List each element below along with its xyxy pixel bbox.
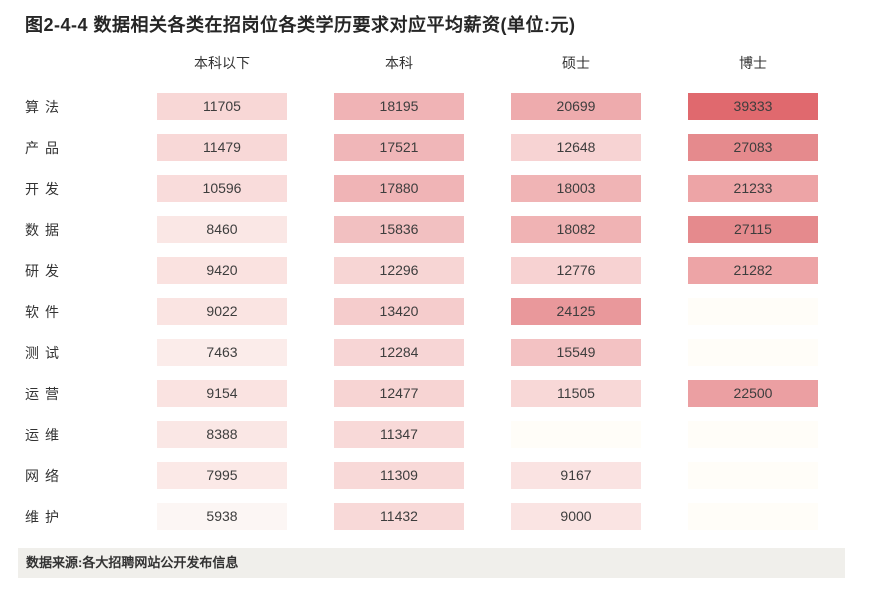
heatmap-cell: 12648 [511,134,641,161]
heatmap-cell: 13420 [334,298,464,325]
heatmap-cell: 11505 [511,380,641,407]
heatmap-cell: 21282 [688,257,818,284]
column-header: 本科以下 [194,55,250,71]
row-label: 产品 [25,139,65,156]
heatmap-cell: 20699 [511,93,641,120]
heatmap-cell: 12296 [334,257,464,284]
heatmap-cell: 12776 [511,257,641,284]
heatmap-cell: 10596 [157,175,287,202]
heatmap-cell: 11347 [334,421,464,448]
heatmap-cell: 12284 [334,339,464,366]
heatmap-row: 维护 5938 11432 9000 [18,496,865,537]
heatmap-cell: 11432 [334,503,464,530]
row-label: 软件 [25,303,65,320]
row-label: 测试 [25,344,65,361]
column-header: 硕士 [562,55,590,71]
salary-heatmap: 本科以下 本科 硕士 博士 算法 11705 18195 20699 39333 产品 11479… [18,50,865,537]
heatmap-cell [688,503,818,530]
heatmap-rows: 算法 11705 18195 20699 39333 产品 11479 17521 12648 2… [18,86,865,537]
heatmap-cell: 11479 [157,134,287,161]
heatmap-cell: 9154 [157,380,287,407]
heatmap-cell: 11309 [334,462,464,489]
row-label: 开发 [25,180,65,197]
heatmap-cell: 9022 [157,298,287,325]
heatmap-cell: 9420 [157,257,287,284]
heatmap-row: 研发 9420 12296 12776 21282 [18,250,865,291]
row-label: 数据 [25,221,65,238]
heatmap-cell: 21233 [688,175,818,202]
row-label: 运维 [25,426,65,443]
heatmap-row: 产品 11479 17521 12648 27083 [18,127,865,168]
column-header: 博士 [739,55,767,71]
heatmap-cell: 5938 [157,503,287,530]
heatmap-cell: 15836 [334,216,464,243]
heatmap-row: 软件 9022 13420 24125 [18,291,865,332]
heatmap-cell: 7463 [157,339,287,366]
heatmap-cell [688,421,818,448]
heatmap-cell [688,462,818,489]
heatmap-cell: 9000 [511,503,641,530]
heatmap-cell: 24125 [511,298,641,325]
heatmap-cell: 39333 [688,93,818,120]
heatmap-cell: 27083 [688,134,818,161]
figure-title: 图2-4-4 数据相关各类在招岗位各类学历要求对应平均薪资(单位:元) [25,15,576,35]
heatmap-cell: 8460 [157,216,287,243]
heatmap-row: 测试 7463 12284 15549 [18,332,865,373]
heatmap-cell: 22500 [688,380,818,407]
heatmap-row: 网络 7995 11309 9167 [18,455,865,496]
heatmap-cell [688,298,818,325]
heatmap-row: 运营 9154 12477 11505 22500 [18,373,865,414]
heatmap-row: 数据 8460 15836 18082 27115 [18,209,865,250]
heatmap-cell: 18003 [511,175,641,202]
column-headers: 本科以下 本科 硕士 博士 [18,50,865,76]
row-label: 维护 [25,508,65,525]
heatmap-cell: 27115 [688,216,818,243]
row-label: 算法 [25,98,65,115]
row-label: 运营 [25,385,65,402]
heatmap-cell: 11705 [157,93,287,120]
heatmap-cell: 17880 [334,175,464,202]
heatmap-cell [688,339,818,366]
heatmap-cell: 12477 [334,380,464,407]
heatmap-cell: 15549 [511,339,641,366]
heatmap-cell: 18195 [334,93,464,120]
data-source-text: 数据来源:各大招聘网站公开发布信息 [26,555,239,570]
data-source-bar: 数据来源:各大招聘网站公开发布信息 [18,548,845,578]
heatmap-cell: 8388 [157,421,287,448]
heatmap-cell: 9167 [511,462,641,489]
heatmap-cell [511,421,641,448]
heatmap-row: 算法 11705 18195 20699 39333 [18,86,865,127]
heatmap-row: 开发 10596 17880 18003 21233 [18,168,865,209]
row-label: 网络 [25,467,65,484]
heatmap-cell: 18082 [511,216,641,243]
row-label: 研发 [25,262,65,279]
heatmap-cell: 7995 [157,462,287,489]
column-header: 本科 [385,55,413,71]
heatmap-row: 运维 8388 11347 [18,414,865,455]
heatmap-cell: 17521 [334,134,464,161]
